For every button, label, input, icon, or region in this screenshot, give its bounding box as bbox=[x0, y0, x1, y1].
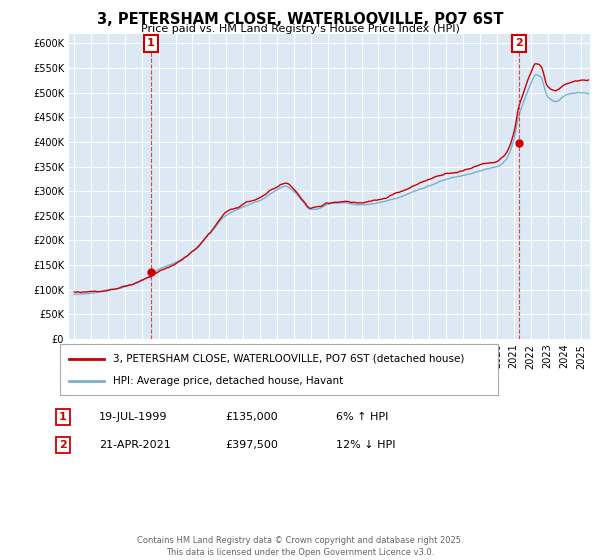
Text: £135,000: £135,000 bbox=[225, 412, 278, 422]
Text: HPI: Average price, detached house, Havant: HPI: Average price, detached house, Hava… bbox=[113, 376, 343, 386]
Text: 19-JUL-1999: 19-JUL-1999 bbox=[99, 412, 167, 422]
Text: 3, PETERSHAM CLOSE, WATERLOOVILLE, PO7 6ST: 3, PETERSHAM CLOSE, WATERLOOVILLE, PO7 6… bbox=[97, 12, 503, 27]
Text: 12% ↓ HPI: 12% ↓ HPI bbox=[336, 440, 395, 450]
Text: 21-APR-2021: 21-APR-2021 bbox=[99, 440, 171, 450]
Text: 3, PETERSHAM CLOSE, WATERLOOVILLE, PO7 6ST (detached house): 3, PETERSHAM CLOSE, WATERLOOVILLE, PO7 6… bbox=[113, 353, 464, 363]
Text: £397,500: £397,500 bbox=[225, 440, 278, 450]
Text: 1: 1 bbox=[147, 39, 155, 49]
Text: Contains HM Land Registry data © Crown copyright and database right 2025.
This d: Contains HM Land Registry data © Crown c… bbox=[137, 536, 463, 557]
Text: 2: 2 bbox=[59, 440, 67, 450]
Text: 6% ↑ HPI: 6% ↑ HPI bbox=[336, 412, 388, 422]
Text: Price paid vs. HM Land Registry's House Price Index (HPI): Price paid vs. HM Land Registry's House … bbox=[140, 24, 460, 34]
Text: 2: 2 bbox=[515, 39, 523, 49]
Text: 1: 1 bbox=[59, 412, 67, 422]
